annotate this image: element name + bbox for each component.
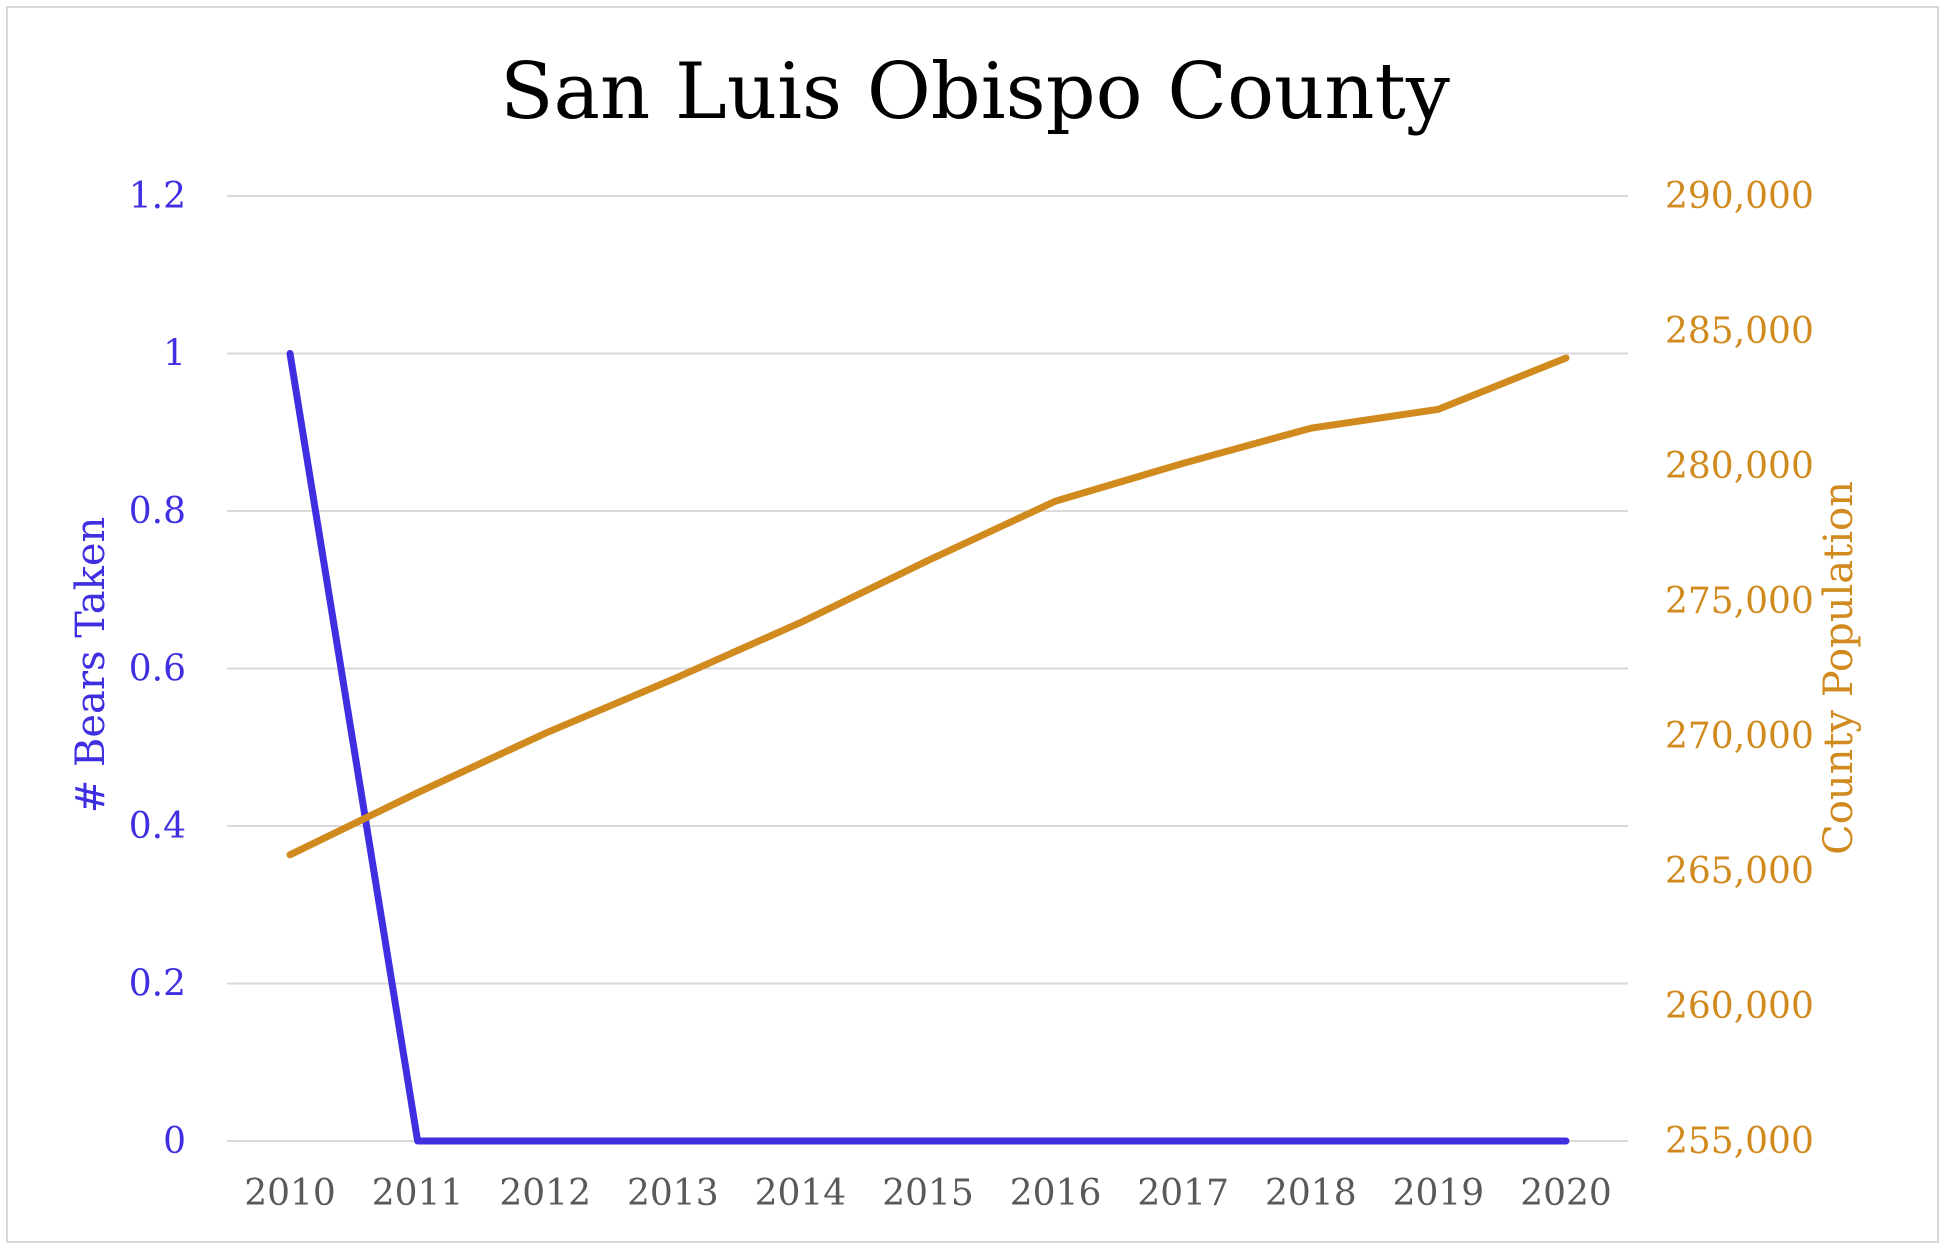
right-tick-label: 255,000 xyxy=(1665,1121,1814,1162)
right-tick-label: 285,000 xyxy=(1665,311,1814,352)
chart-frame xyxy=(6,6,1939,1243)
x-tick-label: 2016 xyxy=(1010,1173,1102,1214)
left-tick-label: 0.4 xyxy=(129,806,186,847)
right-tick-label: 290,000 xyxy=(1665,176,1814,217)
x-tick-label: 2010 xyxy=(244,1173,336,1214)
x-tick-label: 2020 xyxy=(1520,1173,1612,1214)
x-tick-label: 2017 xyxy=(1137,1173,1229,1214)
x-axis-ticks: 2010 2011 2012 2013 2014 2015 2016 2017 2018 2019… xyxy=(244,1173,1612,1214)
bears-series-line xyxy=(286,350,1570,1145)
left-tick-label: 0 xyxy=(163,1121,186,1162)
left-tick-label: 0.2 xyxy=(129,964,186,1005)
x-tick-label: 2011 xyxy=(372,1173,464,1214)
x-tick-label: 2019 xyxy=(1393,1173,1485,1214)
right-tick-label: 260,000 xyxy=(1665,986,1814,1027)
left-tick-label: 0.6 xyxy=(129,649,186,690)
right-tick-label: 280,000 xyxy=(1665,446,1814,487)
chart-title: San Luis Obispo County xyxy=(500,47,1450,137)
x-tick-label: 2015 xyxy=(882,1173,974,1214)
right-axis-ticks: 255,000 260,000 265,000 270,000 275,000 280,0… xyxy=(1665,176,1814,1162)
right-tick-label: 265,000 xyxy=(1665,851,1814,892)
population-series-line xyxy=(286,354,1570,859)
x-tick-label: 2013 xyxy=(627,1173,719,1214)
x-tick-label: 2014 xyxy=(755,1173,847,1214)
left-axis-label: # Bears Taken xyxy=(68,517,114,814)
gridlines xyxy=(227,195,1628,1142)
left-tick-label: 0.8 xyxy=(129,491,186,532)
series-lines xyxy=(286,350,1570,1145)
left-tick-label: 1.2 xyxy=(129,176,186,217)
right-tick-label: 270,000 xyxy=(1665,716,1814,757)
left-tick-label: 1 xyxy=(163,334,186,375)
right-axis-label: County Population xyxy=(1816,481,1862,855)
left-axis-ticks: 0 0.2 0.4 0.6 0.8 1 1.2 xyxy=(129,176,186,1162)
x-tick-label: 2012 xyxy=(499,1173,591,1214)
x-tick-label: 2018 xyxy=(1265,1173,1357,1214)
right-tick-label: 275,000 xyxy=(1665,581,1814,622)
